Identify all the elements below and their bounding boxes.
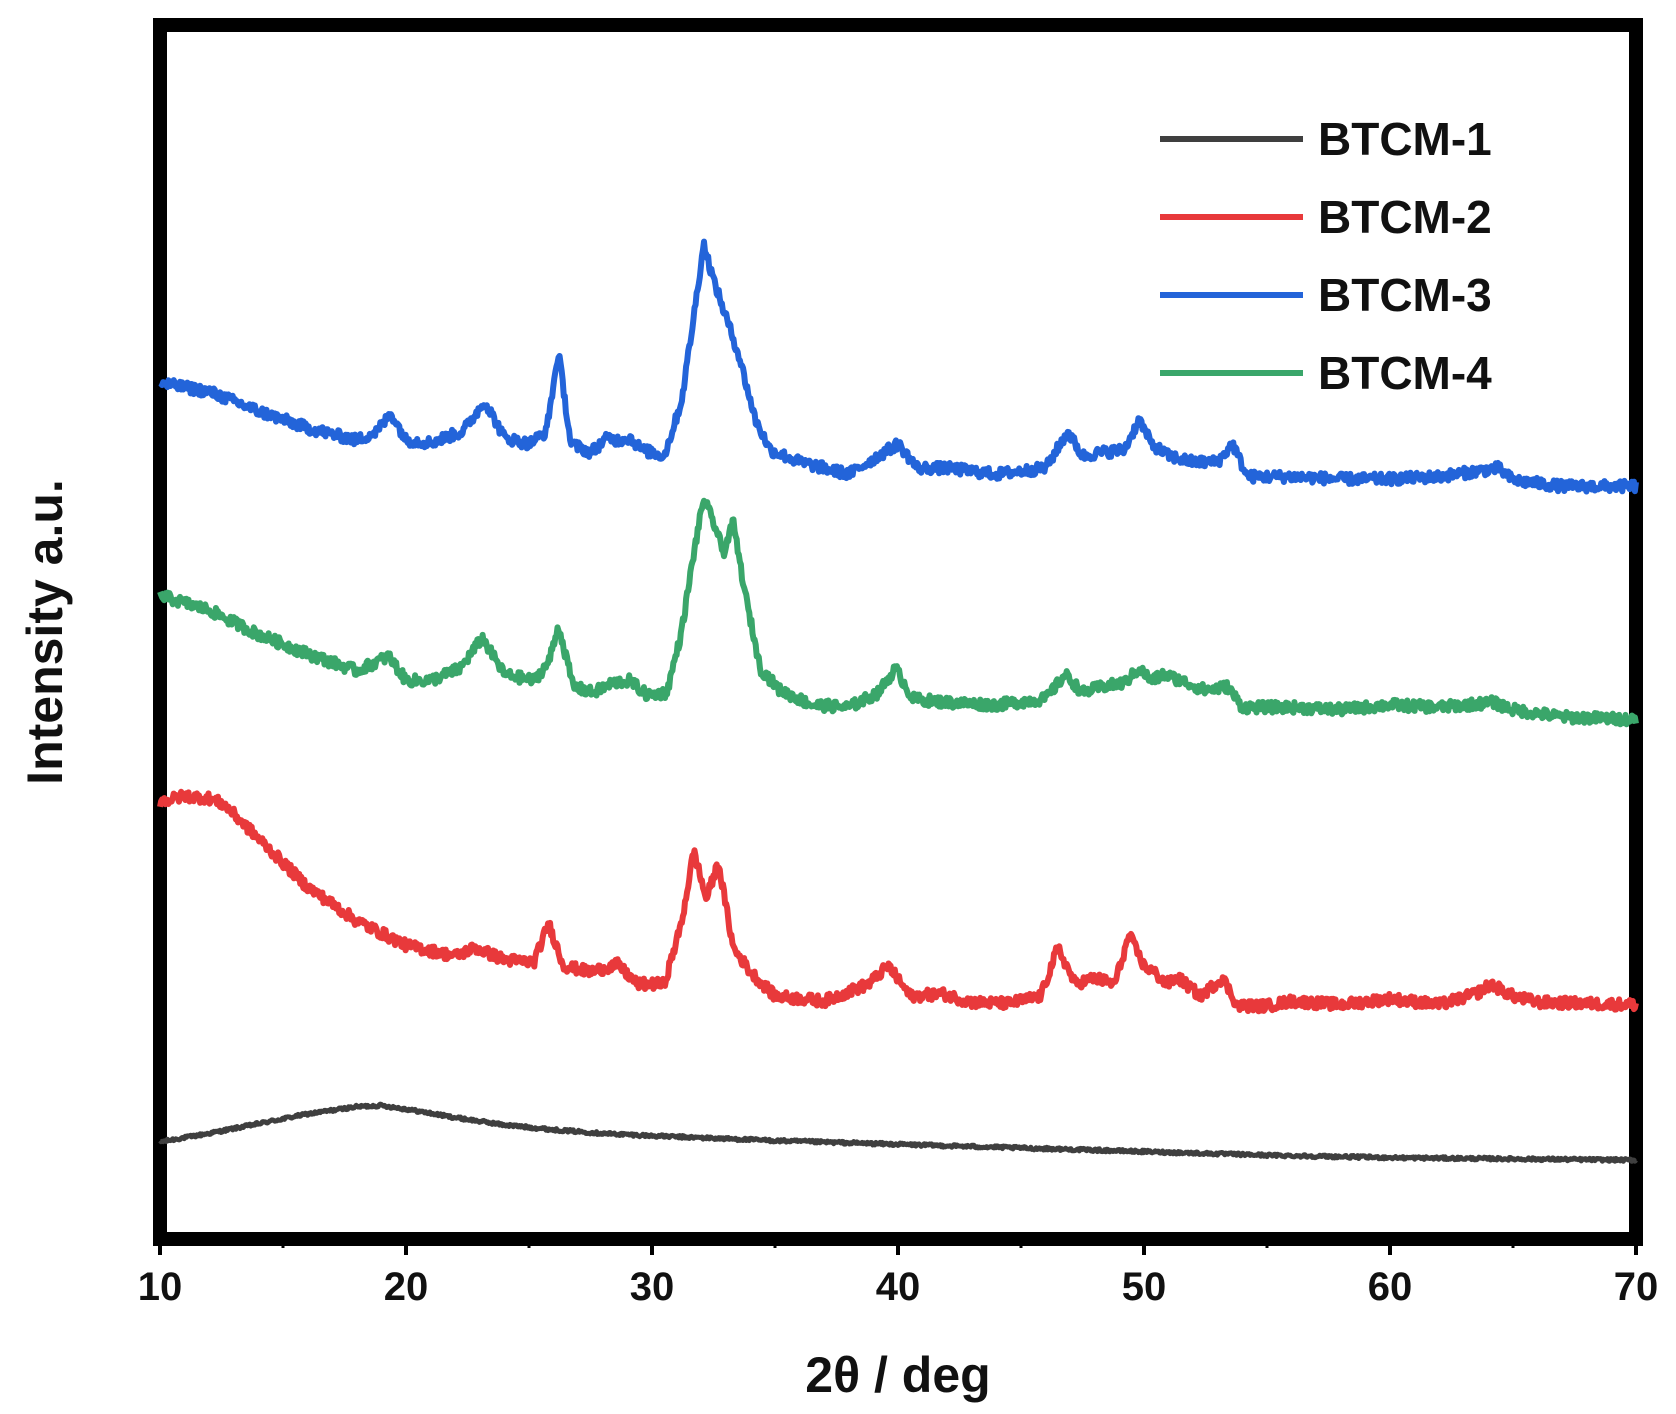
x-tick-label-50: 50 — [1122, 1265, 1167, 1309]
legend-label-btcm-2: BTCM-2 — [1318, 191, 1492, 243]
series-line-btcm-1 — [158, 1101, 1638, 1164]
series-line-btcm-2 — [157, 788, 1639, 1015]
x-tick-label-30: 30 — [630, 1265, 675, 1309]
series-layer — [157, 238, 1639, 1164]
x-tick-label-70: 70 — [1614, 1265, 1659, 1309]
x-axis-ticks — [158, 1239, 1638, 1255]
legend-label-btcm-3: BTCM-3 — [1318, 269, 1492, 321]
series-line-btcm-4 — [157, 497, 1639, 728]
legend-label-btcm-1: BTCM-1 — [1318, 113, 1492, 165]
legend-label-btcm-4: BTCM-4 — [1318, 347, 1492, 399]
x-axis-title: 2θ / deg — [805, 1347, 990, 1403]
x-tick-label-40: 40 — [876, 1265, 921, 1309]
series-line-btcm-3 — [158, 238, 1639, 495]
x-tick-label-60: 60 — [1368, 1265, 1413, 1309]
x-axis-tick-labels: 10 20 30 40 50 60 70 — [138, 1265, 1659, 1309]
x-tick-label-10: 10 — [138, 1265, 183, 1309]
x-tick-label-20: 20 — [384, 1265, 429, 1309]
legend: BTCM-1 BTCM-2 BTCM-3 BTCM-4 — [1160, 113, 1492, 399]
y-axis-title: Intensity a.u. — [17, 479, 73, 785]
